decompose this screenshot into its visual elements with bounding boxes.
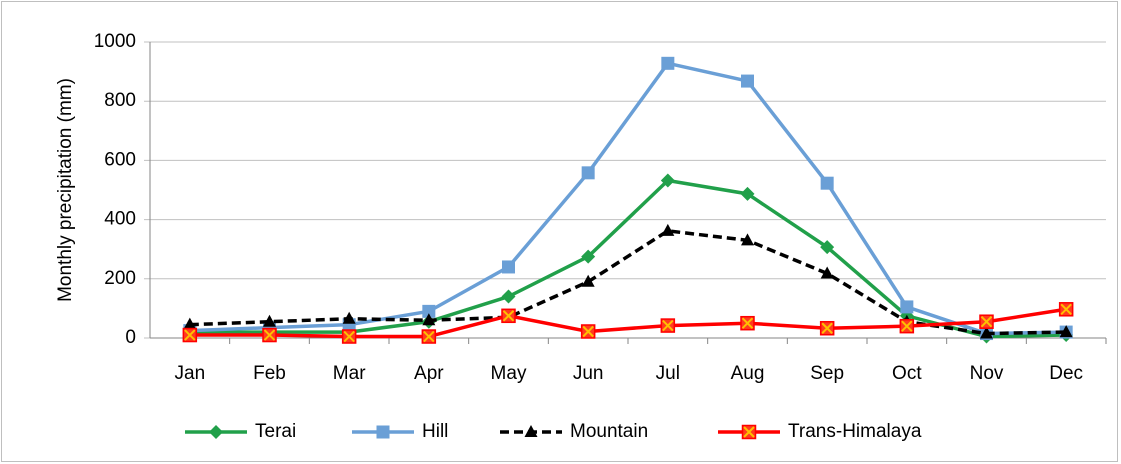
legend-label: Mountain [570,421,648,442]
marker-x [901,320,913,332]
marker [502,260,515,274]
y-tick-label: 400 [104,209,136,230]
marker [422,304,436,318]
marker [819,320,835,336]
marker [263,314,276,327]
marker [661,56,675,70]
marker [209,425,223,439]
marker [661,223,675,236]
marker-x [423,330,435,343]
marker [524,425,538,437]
marker [581,166,595,180]
x-tick-label: Feb [253,363,286,384]
marker [741,233,754,246]
marker [581,274,595,287]
marker [740,186,755,201]
marker [421,329,437,344]
marker [342,311,356,324]
x-tick-label: Jun [573,363,604,384]
legend-label: Terai [255,421,296,442]
x-tick-label: Oct [892,363,922,384]
marker [183,317,197,330]
y-tick-label: 600 [104,149,136,170]
marker [182,327,198,343]
marker [900,300,914,314]
x-tick-label: Apr [414,363,444,384]
x-tick-label: Nov [970,363,1004,384]
x-tick-label: Sep [810,363,844,384]
x-tick-label: Aug [731,363,765,384]
marker [581,249,596,264]
marker [501,289,516,304]
marker-x [741,317,754,329]
marker-x [980,316,993,328]
marker [980,326,993,339]
marker-x [821,322,833,334]
marker-x [263,329,276,341]
marker-x [343,330,355,343]
marker-x [184,329,196,341]
marker [740,315,755,331]
marker [979,314,994,329]
marker [1059,325,1073,338]
marker [820,266,834,279]
marker [741,74,754,88]
marker [660,318,676,333]
marker-x [662,319,674,332]
y-tick-label: 200 [104,268,136,289]
marker [501,308,516,324]
marker-x [1060,303,1072,315]
marker-x [582,325,594,338]
y-tick-label: 800 [104,90,136,111]
marker [341,329,357,344]
x-tick-label: Jul [656,363,680,384]
series-line [189,307,1067,339]
x-tick-label: Dec [1049,363,1083,384]
series-line [189,61,1067,336]
marker-x [743,426,755,438]
legend-label: Trans-Himalaya [788,421,922,442]
marker [660,173,675,188]
marker [580,324,596,339]
y-axis-label: Monthly precipitation (mm) [55,78,76,302]
marker [376,425,390,439]
y-tick-label: 0 [125,327,136,348]
x-tick-label: Mar [333,363,366,384]
marker [899,318,915,334]
marker [422,313,436,326]
x-tick-label: May [491,363,527,384]
y-tick-label: 1000 [94,31,136,52]
marker [820,240,835,255]
series-line [189,178,1067,339]
marker-x [502,310,515,322]
marker [1058,302,1074,317]
marker [262,327,277,343]
x-tick-label: Jan [175,363,206,384]
marker [741,424,757,440]
legend-label: Hill [422,421,448,442]
marker [820,176,834,190]
